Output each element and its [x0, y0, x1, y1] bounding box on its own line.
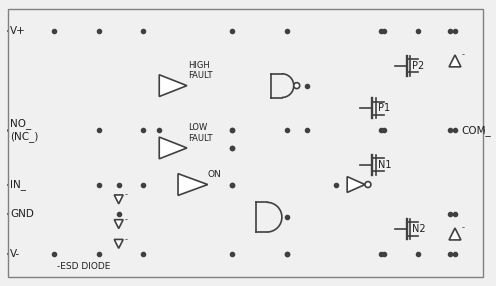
- Polygon shape: [114, 239, 123, 248]
- Text: V-: V-: [10, 249, 20, 259]
- Text: V+: V+: [10, 26, 26, 36]
- Text: COM_: COM_: [461, 125, 491, 136]
- Circle shape: [294, 83, 300, 89]
- Text: -: -: [462, 50, 465, 59]
- Polygon shape: [159, 137, 187, 159]
- Polygon shape: [449, 228, 461, 240]
- Text: HIGH
FAULT: HIGH FAULT: [188, 61, 212, 80]
- Text: LOW
FAULT: LOW FAULT: [188, 124, 212, 143]
- Text: P2: P2: [413, 61, 425, 71]
- Circle shape: [365, 182, 371, 188]
- Text: -: -: [124, 190, 127, 199]
- Polygon shape: [178, 174, 208, 195]
- Text: NO_
(NC_): NO_ (NC_): [10, 118, 38, 142]
- Text: IN_: IN_: [10, 179, 26, 190]
- Polygon shape: [159, 75, 187, 96]
- Text: N2: N2: [413, 224, 426, 234]
- Text: -: -: [462, 224, 465, 233]
- Polygon shape: [347, 177, 365, 192]
- Polygon shape: [114, 220, 123, 229]
- Text: ON: ON: [208, 170, 221, 179]
- Text: -: -: [124, 235, 127, 244]
- Text: P1: P1: [378, 103, 390, 113]
- Text: -ESD DIODE: -ESD DIODE: [58, 262, 111, 271]
- Text: GND: GND: [10, 209, 34, 219]
- Text: -: -: [124, 215, 127, 224]
- Text: N1: N1: [378, 160, 391, 170]
- Polygon shape: [114, 195, 123, 204]
- Polygon shape: [449, 55, 461, 67]
